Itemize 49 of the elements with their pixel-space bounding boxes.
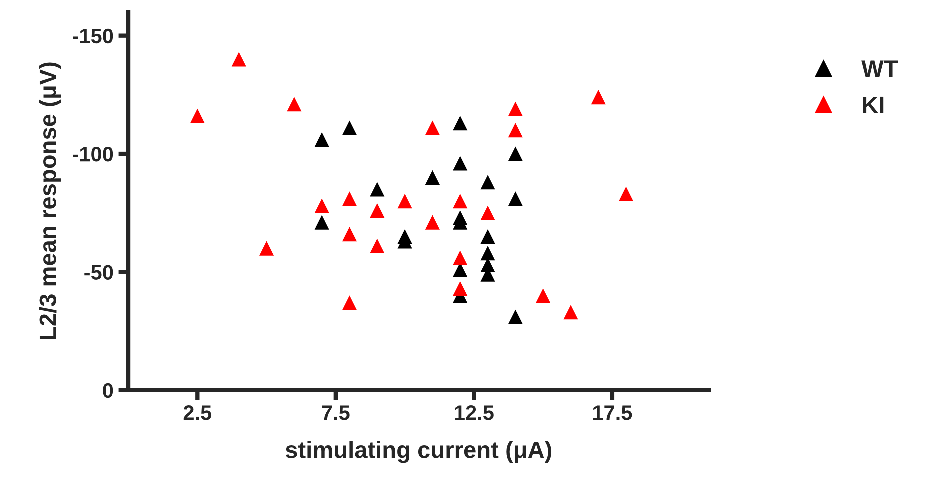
point [314,132,330,148]
point [453,194,468,209]
point [618,186,634,202]
x-tick-label: 17.5 [593,406,632,420]
point [508,310,523,324]
x-tick-label: 12.5 [455,406,494,420]
point [370,238,385,254]
point [564,305,578,320]
point [508,146,523,162]
point [480,175,496,190]
point [370,182,385,197]
point [480,229,496,244]
point [232,52,246,67]
point [287,97,302,112]
point [342,296,358,310]
point [342,227,358,242]
point [260,241,274,256]
y-axis-title: L2/3 mean response (μV) [39,62,62,340]
point [591,90,606,105]
point [398,194,412,209]
point [508,192,523,206]
legend-label: WT [862,60,898,78]
point [425,120,440,136]
legend-label: KI [863,96,884,114]
point [314,215,330,230]
x-axis-title: stimulating current (μA) [286,441,552,464]
y-tick-label: -100 [73,147,114,162]
y-tick-label: -50 [84,265,114,280]
point [508,102,523,116]
point [425,170,440,185]
point [314,198,330,214]
point [536,288,551,304]
point [508,123,523,138]
x-tick-label: 7.5 [322,406,350,420]
x-tick-label: 2.5 [184,406,212,420]
point [453,156,468,171]
point [453,281,468,296]
point [342,120,358,136]
point [453,116,468,131]
point [398,229,412,244]
point [370,203,385,218]
point [453,250,468,266]
point [425,215,440,230]
point [342,192,358,206]
point [480,206,496,220]
point [480,246,496,261]
point [190,108,205,124]
y-tick-label: 0 [103,383,114,398]
y-tick-label: -150 [73,28,114,44]
